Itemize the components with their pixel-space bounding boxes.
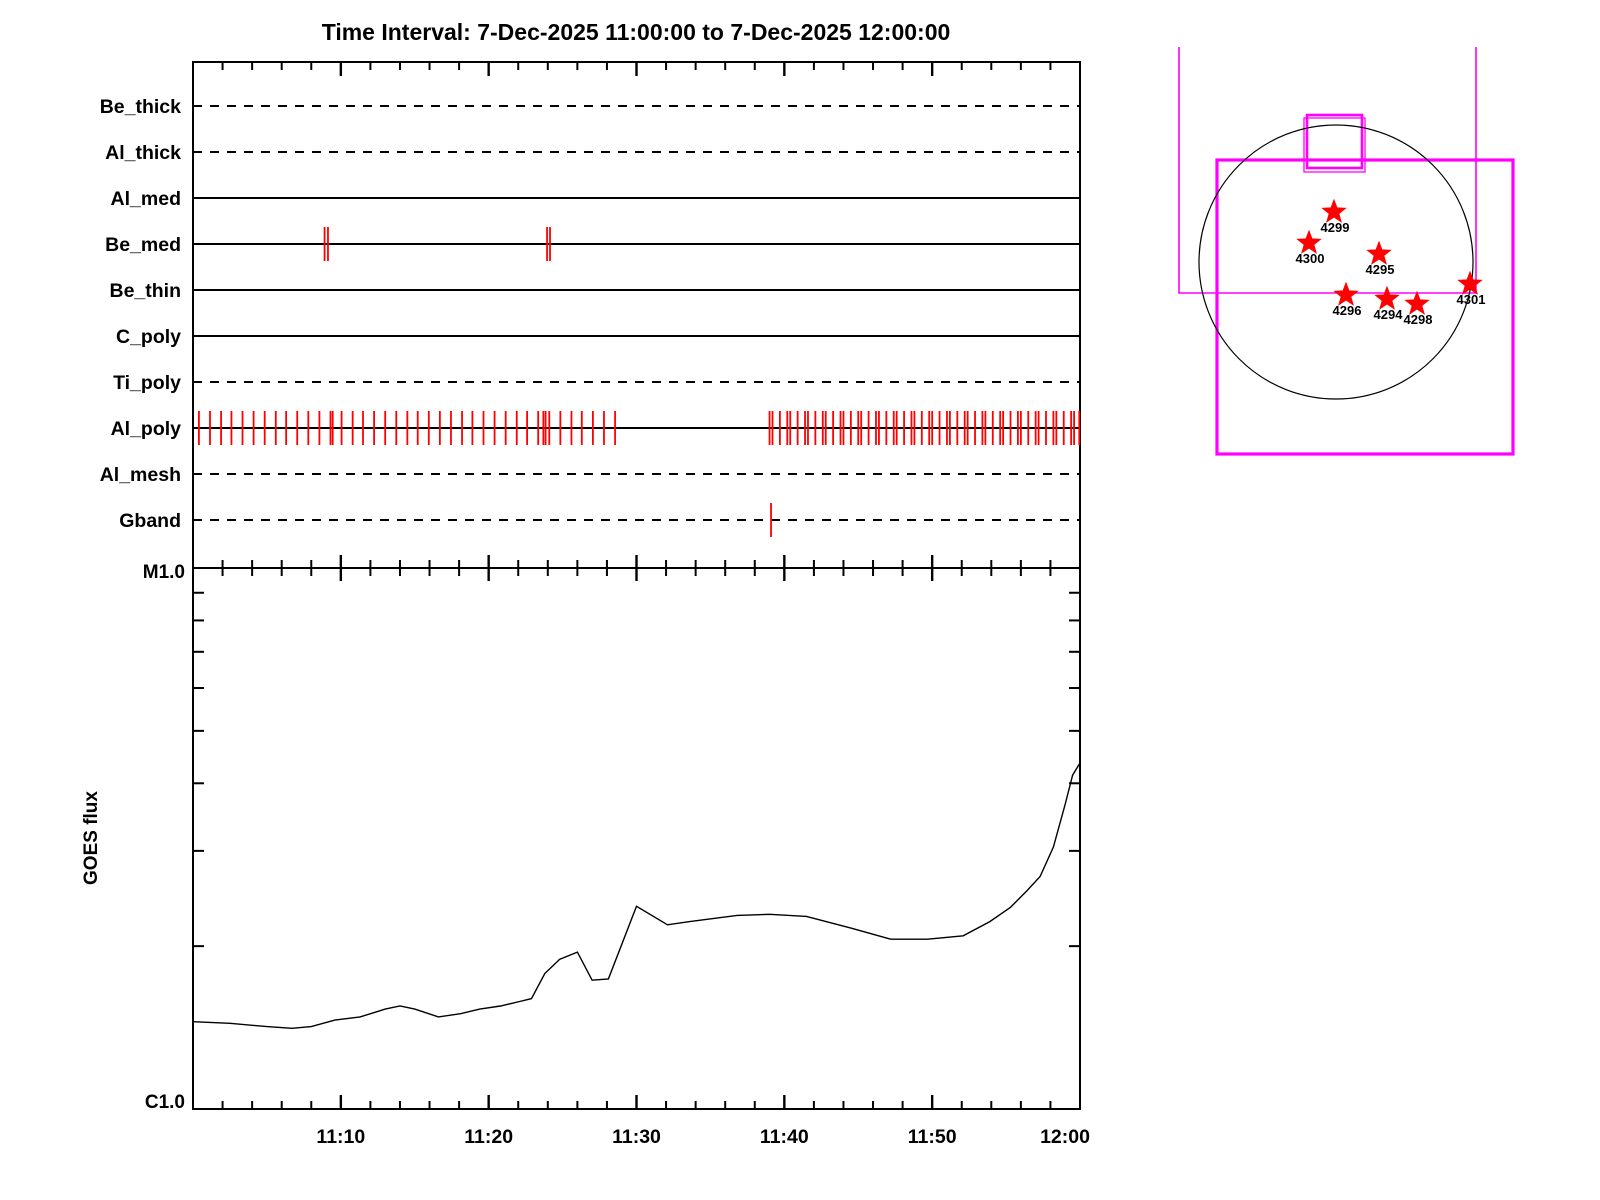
star-marker-4294 bbox=[1374, 285, 1400, 310]
filter-rows: Be_thick Al_thick Al_med Be_med Be_thin C_pol… bbox=[100, 96, 1080, 532]
goes-ytop-label: M1.0 bbox=[143, 562, 185, 583]
star-marker-4295 bbox=[1366, 240, 1392, 265]
star-label-4301: 4301 bbox=[1457, 292, 1486, 307]
plot-frames bbox=[192, 61, 1081, 1110]
fov-box-small-thick bbox=[1305, 113, 1364, 170]
goes-yaxis-title: GOES flux bbox=[81, 791, 102, 885]
time-label-11:30: 11:30 bbox=[612, 1126, 661, 1148]
filter-label-Al_poly: Al_poly bbox=[111, 418, 182, 440]
star-marker-4301 bbox=[1457, 270, 1483, 295]
time-label-11:40: 11:40 bbox=[760, 1126, 809, 1148]
goes-ybottom-label: C1.0 bbox=[145, 1092, 185, 1113]
star-label-4294: 4294 bbox=[1374, 307, 1404, 322]
fov-box-small-thin bbox=[1303, 117, 1366, 173]
star-marker-4299 bbox=[1321, 198, 1347, 223]
filter-label-Be_med: Be_med bbox=[105, 234, 181, 256]
fov-box-large bbox=[1215, 158, 1515, 456]
filter-label-Be_thick: Be_thick bbox=[100, 96, 181, 118]
fov-box-thin bbox=[1178, 47, 1477, 294]
star-label-4295: 4295 bbox=[1366, 262, 1395, 277]
filter-label-Be_thin: Be_thin bbox=[109, 280, 181, 302]
goes-flux-curve bbox=[192, 762, 1081, 1030]
star-marker-4300 bbox=[1296, 229, 1322, 254]
time-axis-labels: 11:10 11:20 11:30 11:40 11:50 12:00 bbox=[316, 1126, 1090, 1148]
time-label-12:00: 12:00 bbox=[1040, 1126, 1090, 1148]
goes-plot-frame bbox=[192, 567, 1081, 1110]
filter-label-C_poly: C_poly bbox=[116, 326, 181, 348]
goes-flux-plot bbox=[192, 762, 1081, 1030]
time-axis-ticks bbox=[193, 62, 1080, 1109]
star-label-4298: 4298 bbox=[1404, 312, 1433, 327]
figure-title: Time Interval: 7-Dec-2025 11:00:00 to 7-… bbox=[322, 19, 951, 45]
filter-label-Al_mesh: Al_mesh bbox=[100, 464, 181, 486]
time-label-11:10: 11:10 bbox=[316, 1126, 365, 1148]
star-label-4299: 4299 bbox=[1321, 220, 1350, 235]
filter-label-Al_med: Al_med bbox=[111, 188, 181, 210]
time-label-11:20: 11:20 bbox=[464, 1126, 513, 1148]
filter-label-Ti_poly: Ti_poly bbox=[113, 372, 181, 394]
filter-label-Al_thick: Al_thick bbox=[105, 142, 181, 164]
star-marker-4296 bbox=[1333, 281, 1359, 306]
star-label-4300: 4300 bbox=[1296, 251, 1325, 266]
filter-label-Gband: Gband bbox=[119, 510, 181, 532]
solar-disk-fov-map: 4299 4300 4295 4296 4294 4298 4301 bbox=[1178, 47, 1515, 456]
star-marker-4298 bbox=[1404, 290, 1430, 315]
star-label-4296: 4296 bbox=[1333, 303, 1362, 318]
solar-limb-circle bbox=[1198, 124, 1474, 400]
time-label-11:50: 11:50 bbox=[908, 1126, 957, 1148]
exposure-tick-marks bbox=[198, 227, 1081, 537]
timeline-plot-frame bbox=[192, 61, 1081, 569]
